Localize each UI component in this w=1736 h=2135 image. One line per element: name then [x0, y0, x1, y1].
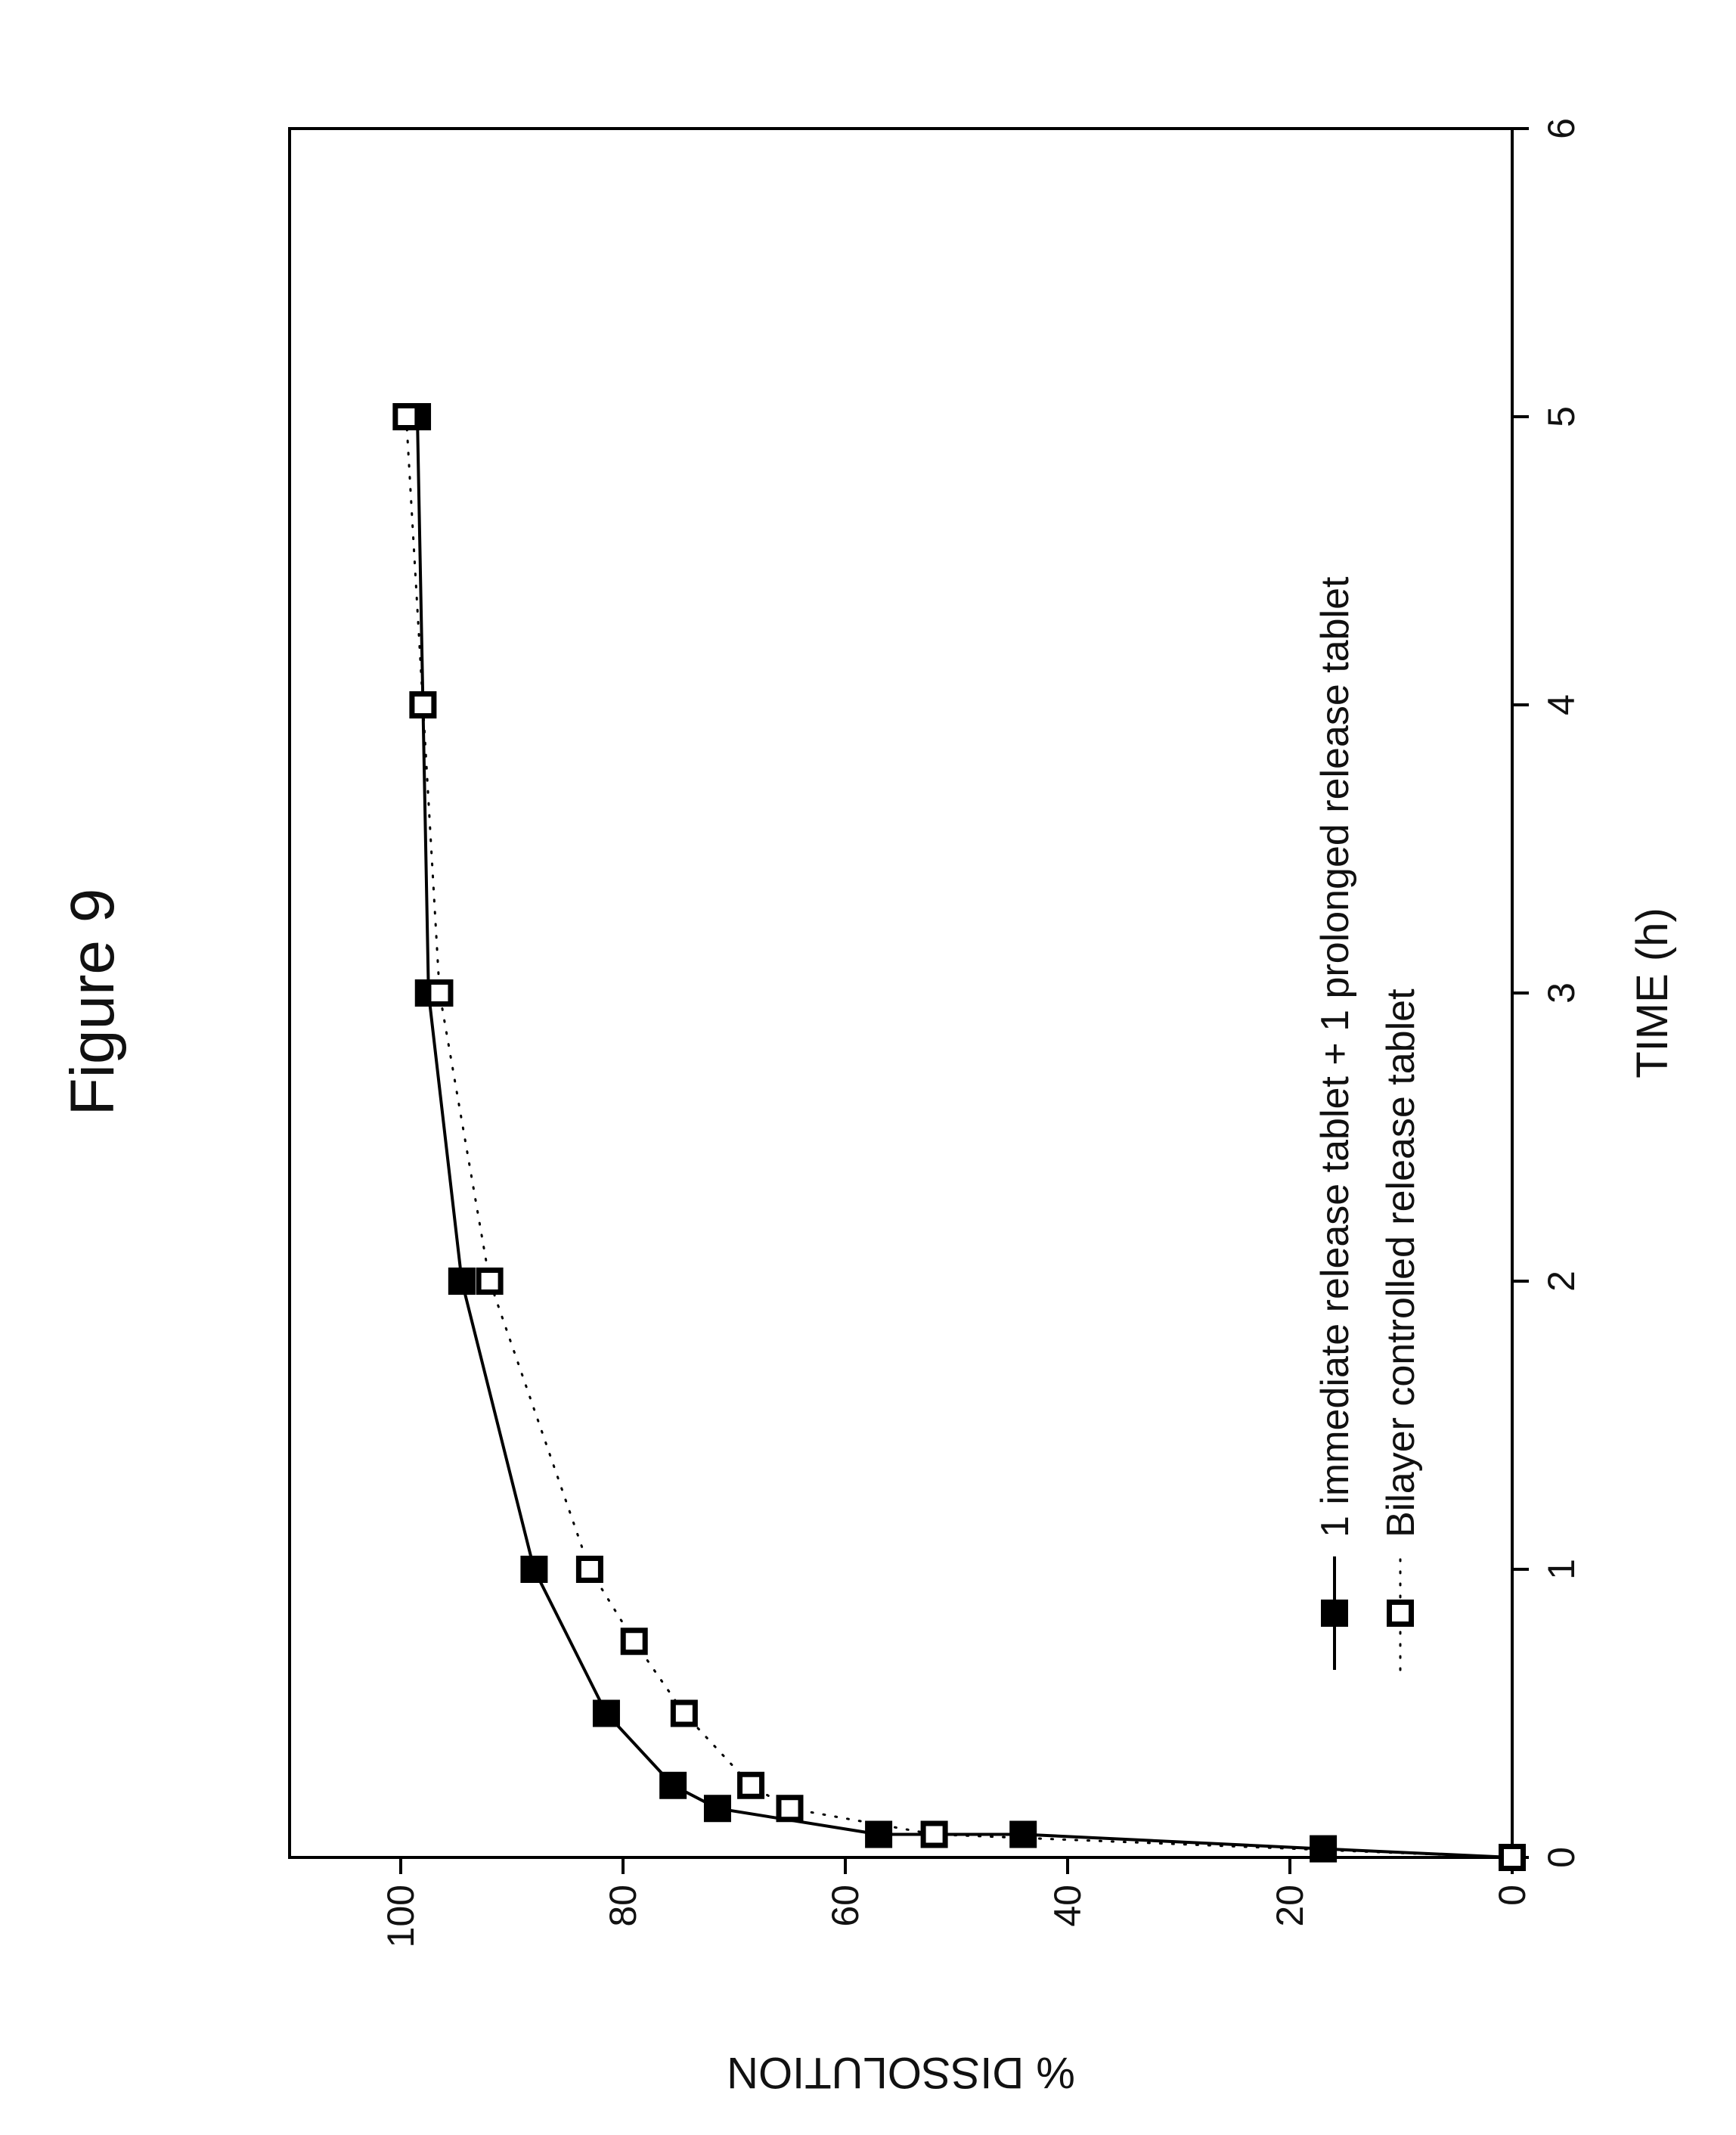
x-tick-label: 2	[1540, 1271, 1583, 1292]
x-axis-ticks: 0 1 2 3 4 5 6	[1512, 118, 1583, 1868]
data-point-open-square	[395, 406, 417, 428]
data-point-filled-square	[659, 1772, 687, 1799]
y-tick-label: 20	[1269, 1885, 1311, 1927]
x-tick-label: 4	[1540, 694, 1583, 715]
figure-title: Figure 9	[58, 889, 127, 1116]
data-point-filled-square	[593, 1700, 620, 1727]
chart-rotated-group: 0 1 2 3 4 5 6 0 20 40 60 80 100 TIME (h) % DISSOLUT…	[290, 118, 1677, 2097]
y-tick-label: 0	[1491, 1885, 1533, 1906]
data-point-open-square	[740, 1774, 762, 1796]
legend-marker-filled-square	[1321, 1600, 1348, 1627]
data-point-filled-square	[704, 1795, 731, 1822]
data-point-open-square	[429, 982, 451, 1004]
data-point-open-square	[412, 694, 434, 716]
data-point-open-square	[479, 1271, 501, 1292]
x-tick-label: 0	[1540, 1847, 1583, 1868]
data-point-open-square	[923, 1823, 945, 1845]
data-point-open-square	[1502, 1847, 1524, 1869]
x-tick-label: 6	[1540, 118, 1583, 139]
legend: 1 immediate release tablet + 1 prolonged…	[1313, 576, 1423, 1670]
data-point-open-square	[578, 1559, 600, 1581]
legend-marker-open-square	[1390, 1603, 1412, 1625]
data-point-open-square	[779, 1798, 801, 1820]
legend-label-1: 1 immediate release tablet + 1 prolonged…	[1313, 576, 1357, 1538]
data-point-filled-square	[1009, 1821, 1037, 1848]
y-tick-label: 100	[380, 1885, 422, 1947]
y-axis-ticks: 0 20 40 60 80 100	[380, 1857, 1533, 1947]
series-1	[404, 403, 1526, 1871]
data-point-open-square	[673, 1702, 695, 1724]
legend-label-2: Bilayer controlled release tablet	[1379, 988, 1423, 1538]
data-point-filled-square	[448, 1268, 476, 1295]
y-tick-label: 40	[1046, 1885, 1089, 1927]
data-point-filled-square	[520, 1556, 547, 1583]
y-axis-title: % DISSOLUTION	[727, 2048, 1075, 2097]
data-point-open-square	[623, 1631, 645, 1652]
x-axis-title: TIME (h)	[1628, 908, 1677, 1078]
y-tick-label: 80	[602, 1885, 644, 1927]
x-tick-label: 1	[1540, 1559, 1583, 1580]
x-tick-label: 5	[1540, 406, 1583, 427]
data-point-filled-square	[865, 1821, 892, 1848]
x-tick-label: 3	[1540, 982, 1583, 1004]
data-point-filled-square	[1310, 1836, 1337, 1863]
y-tick-label: 60	[824, 1885, 866, 1927]
